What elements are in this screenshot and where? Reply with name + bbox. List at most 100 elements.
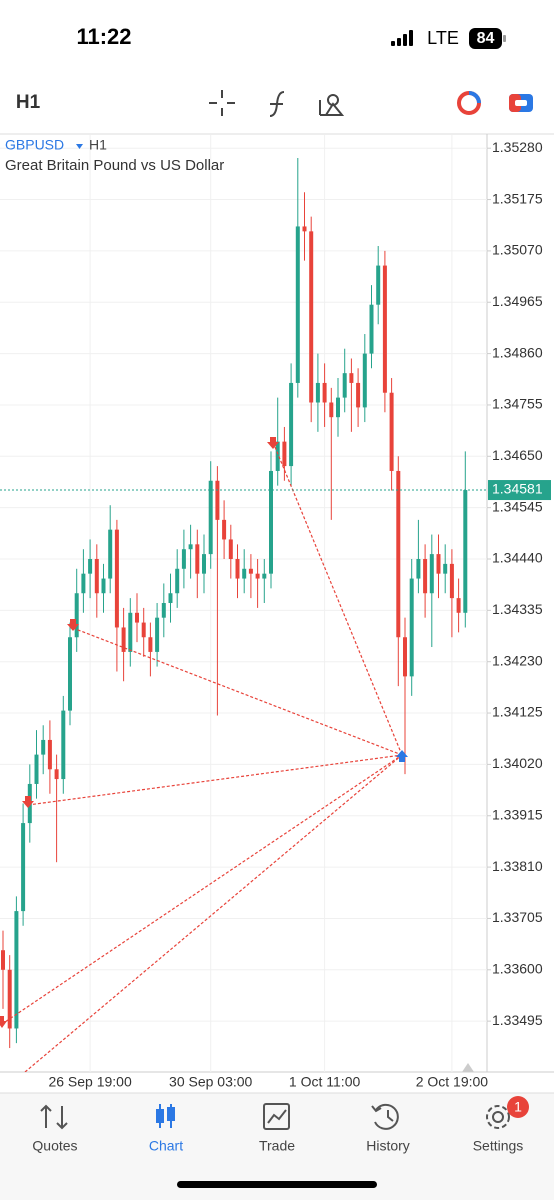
nav-label[interactable]: Trade [259,1138,295,1154]
candle-body [208,480,213,555]
candle-body [148,637,153,652]
candle-body [295,226,300,383]
candle-body [61,710,66,780]
battery-level: 84 [477,30,495,47]
candle-body [315,382,320,403]
trade-lines [1,446,403,1072]
price-axis: 1.35280 1.35175 1.35070 1.34965 1.34860 1.347… [0,139,551,1090]
indicators-icon[interactable] [269,91,285,117]
settings-badge: 1 [514,1099,522,1115]
badge-dot [507,1096,529,1118]
sell-arrows [0,437,279,1028]
nav-label[interactable]: Quotes [32,1138,77,1154]
candle-body [128,612,133,652]
y-tick-label: 1.34545 [492,498,543,514]
candle-body [463,490,468,613]
candle-body [282,441,287,467]
candle-body [121,627,126,652]
candle-body [114,529,119,628]
candle-body [222,519,227,540]
candle-body [228,539,233,559]
candle-body [416,558,421,579]
x-tick-label: 30 Sep 03:00 [169,1074,253,1090]
current-price-box [488,480,551,501]
trade-icon[interactable] [509,94,533,112]
candle-body [342,373,347,398]
x-tick-label: 1 Oct 11:00 [289,1074,361,1090]
nav-label[interactable]: Settings [473,1138,524,1154]
candle-body [362,353,367,408]
network-type: LTE [427,28,459,48]
nav-icon[interactable] [263,1103,290,1130]
candle-body [269,470,273,574]
current-price-label: 1.34581 [492,481,543,497]
y-tick-label: 1.34335 [492,601,543,617]
candle-body [248,568,253,574]
candle-body [54,769,59,780]
candle-body [155,617,160,652]
candle-body [396,470,401,638]
candle-body [168,593,173,604]
candle-body [68,637,72,711]
y-tick-label: 1.33915 [492,806,543,822]
nav-label[interactable]: History [366,1138,410,1154]
candle-body [81,573,86,594]
candle-body [302,226,307,232]
nav-icons [40,1103,510,1130]
candle-body [235,558,240,579]
candle-body [429,554,434,594]
candle-body [356,382,361,408]
candle-body [181,549,186,569]
y-tick-label: 1.33705 [492,909,543,925]
candle-body [101,578,106,594]
y-tick-label: 1.34230 [492,652,543,668]
status-time: 11:22 [76,24,131,49]
symbol-description: Great Britain Pound vs US Dollar [5,157,224,174]
y-tick-label: 1.34440 [492,550,543,566]
battery-tip [503,35,506,42]
candle-body [322,382,327,403]
candle-body [188,544,193,550]
candle-body [255,573,260,579]
candle-body [403,637,407,677]
candle-body [88,558,93,574]
symbol-dropdown[interactable] [76,144,83,149]
candle-body [141,622,146,638]
candle-body [195,544,200,574]
nav-icon[interactable] [40,1104,68,1130]
candle-body [376,265,381,305]
candle-body [21,823,26,912]
candle-body [34,754,39,784]
nav-icon[interactable] [486,1105,510,1129]
nav-label[interactable]: Chart [149,1138,183,1154]
y-tick-label: 1.35175 [492,190,543,206]
candle-body [47,739,52,770]
nav-icon[interactable] [156,1104,175,1128]
candle-body [1,950,5,970]
chart-timeframe: H1 [89,137,107,153]
grid [0,135,487,1072]
candle-body [262,573,267,579]
signal-icon [391,30,413,46]
symbol[interactable]: GBPUSD [5,137,64,153]
candle-body [108,529,113,579]
y-tick-label: 1.35070 [492,242,543,258]
timeframe-button[interactable]: H1 [16,92,41,113]
objects-icon[interactable] [319,94,345,116]
account-icon[interactable] [457,91,481,115]
candle-body [94,558,99,594]
candle-body [369,304,374,354]
candles [1,157,468,1049]
y-tick-label: 1.35280 [492,139,543,155]
candle-body [74,593,79,638]
y-tick-label: 1.34860 [492,344,543,360]
candle-body [175,568,180,594]
buy-arrow [396,750,408,762]
nav-icon[interactable] [371,1103,399,1130]
candle-body [7,969,12,1029]
candle-body [161,603,166,618]
crosshair-icon[interactable] [209,90,235,116]
candle-body [409,578,414,677]
